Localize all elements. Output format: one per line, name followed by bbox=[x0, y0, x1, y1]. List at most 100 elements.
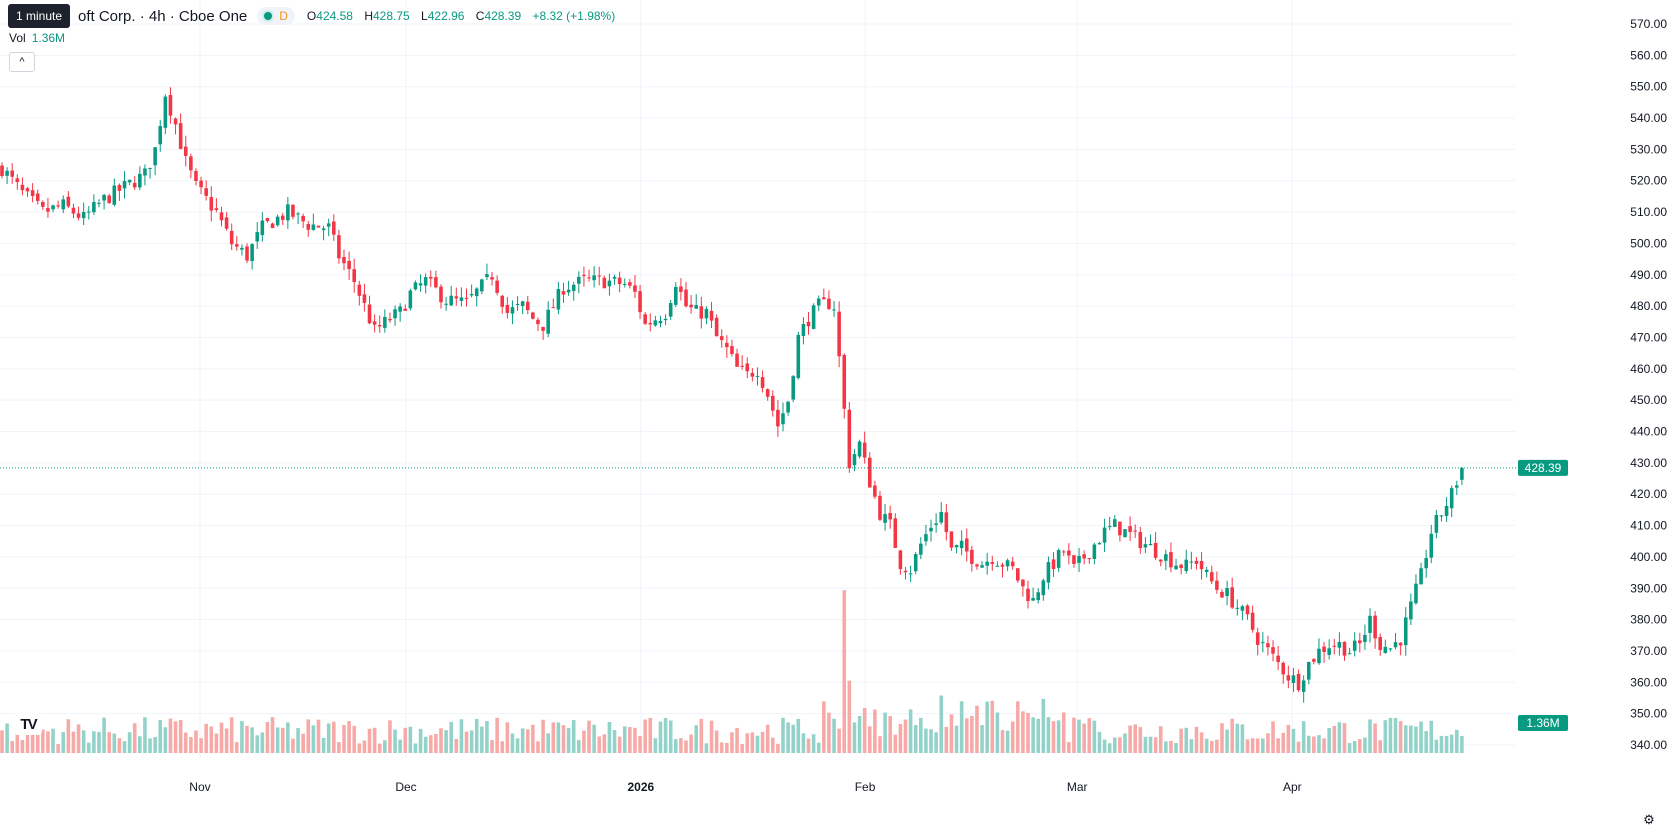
volume-bar bbox=[459, 719, 464, 753]
symbol-title[interactable]: oft Corp. · 4h · Cboe One bbox=[78, 7, 248, 25]
volume-bar bbox=[995, 712, 1000, 753]
volume-bar bbox=[1026, 712, 1030, 753]
candle-body bbox=[224, 217, 229, 229]
volume-bar bbox=[490, 740, 494, 753]
candle-body bbox=[531, 312, 535, 319]
volume-bar bbox=[1220, 723, 1224, 753]
time-axis[interactable]: Nov Dec 2026 Feb Mar Apr bbox=[0, 757, 1520, 835]
candle-body bbox=[1153, 542, 1158, 558]
candle-body bbox=[408, 290, 413, 309]
volume-bar bbox=[148, 738, 152, 753]
legend-header: oft Corp. · 4h · Cboe One D O424.58 H428… bbox=[8, 6, 623, 26]
candle-body bbox=[1286, 675, 1291, 681]
candle-body bbox=[556, 288, 561, 310]
candle-body bbox=[1460, 467, 1464, 480]
candle-body bbox=[617, 277, 622, 285]
candle-body bbox=[5, 170, 9, 176]
volume-bar bbox=[755, 735, 760, 753]
volume-bar bbox=[970, 715, 974, 753]
candle-body bbox=[995, 565, 1000, 567]
price-tick-label: 540.00 bbox=[1630, 111, 1667, 125]
volume-bar bbox=[1164, 741, 1168, 753]
candle-body bbox=[970, 549, 974, 564]
candle-body bbox=[964, 538, 969, 552]
candle-body bbox=[1082, 554, 1086, 559]
candle-body bbox=[668, 303, 673, 317]
candle-body bbox=[949, 531, 954, 548]
time-axis-bg bbox=[0, 757, 1520, 835]
volume-bar bbox=[919, 717, 923, 753]
volume-bar bbox=[163, 727, 168, 753]
volume-bar bbox=[76, 724, 81, 753]
price-tick-label: 400.00 bbox=[1630, 550, 1667, 564]
volume-bar bbox=[280, 727, 285, 753]
price-axis[interactable]: 570.00 560.00 550.00 540.00 530.00 520.00 510.… bbox=[1518, 0, 1678, 835]
volume-bar bbox=[286, 722, 290, 753]
candle-body bbox=[827, 298, 831, 310]
volume-bar bbox=[924, 728, 928, 753]
candle-body bbox=[1199, 560, 1204, 570]
volume-bar bbox=[1016, 701, 1020, 753]
candle-body bbox=[648, 322, 653, 325]
candle-body bbox=[194, 170, 198, 182]
status-indicators[interactable]: D bbox=[257, 7, 295, 25]
settings-gear-icon[interactable]: ⚙ bbox=[1643, 812, 1655, 827]
volume-bar bbox=[219, 722, 224, 753]
volume-bar bbox=[648, 717, 653, 753]
candle-body bbox=[1128, 526, 1132, 532]
candle-body bbox=[183, 146, 188, 156]
volume-bar bbox=[975, 705, 979, 753]
volume-bar bbox=[428, 735, 433, 753]
volume-bar bbox=[694, 725, 699, 753]
volume-bar bbox=[1021, 711, 1025, 753]
candle-body bbox=[888, 513, 892, 520]
volume-bar bbox=[1363, 737, 1367, 753]
price-tick-label: 440.00 bbox=[1630, 425, 1667, 439]
candle-body bbox=[229, 230, 234, 245]
volume-bar bbox=[383, 740, 387, 753]
candle-body bbox=[755, 375, 760, 377]
candle-body bbox=[1455, 485, 1459, 488]
candle-body bbox=[1312, 659, 1316, 662]
volume-bar bbox=[158, 720, 163, 753]
volume-bar bbox=[1383, 720, 1388, 753]
volume-bar bbox=[1449, 734, 1454, 753]
candle-body bbox=[296, 213, 300, 215]
volume-bar bbox=[92, 731, 96, 753]
candle-body bbox=[1276, 655, 1280, 663]
volume-bar bbox=[1225, 729, 1229, 753]
tradingview-logo-icon[interactable]: TV bbox=[14, 713, 42, 735]
candle-body bbox=[286, 204, 290, 221]
candle-body bbox=[1118, 521, 1122, 536]
volume-bar bbox=[342, 725, 346, 753]
candle-body bbox=[112, 185, 117, 205]
collapse-legend-button[interactable]: ^ bbox=[9, 52, 35, 72]
volume-bar bbox=[1337, 722, 1342, 753]
candle-body bbox=[1179, 564, 1183, 569]
volume-bar bbox=[367, 728, 372, 753]
candle-body bbox=[541, 326, 545, 331]
volume-bar bbox=[1460, 736, 1464, 753]
price-tick-label: 570.00 bbox=[1630, 17, 1667, 31]
candle-body bbox=[306, 223, 311, 230]
candle-body bbox=[393, 309, 397, 319]
candle-body bbox=[143, 168, 147, 176]
candle-body bbox=[1424, 557, 1428, 569]
volume-bar bbox=[954, 725, 959, 753]
candle-body bbox=[622, 283, 627, 285]
volume-bar bbox=[709, 720, 714, 753]
candle-body bbox=[975, 564, 979, 567]
volume-bar bbox=[1230, 718, 1234, 753]
volume-value: 1.36M bbox=[31, 31, 66, 45]
volume-bar bbox=[725, 742, 729, 753]
volume-bar bbox=[209, 726, 214, 753]
open-label: O bbox=[306, 9, 317, 23]
price-tick-label: 550.00 bbox=[1630, 80, 1667, 94]
candle-body bbox=[643, 314, 647, 324]
volume-bar bbox=[556, 722, 561, 753]
candle-body bbox=[903, 570, 908, 573]
candle-body bbox=[714, 317, 719, 337]
candle-body bbox=[464, 297, 469, 299]
candle-body bbox=[1409, 601, 1413, 620]
